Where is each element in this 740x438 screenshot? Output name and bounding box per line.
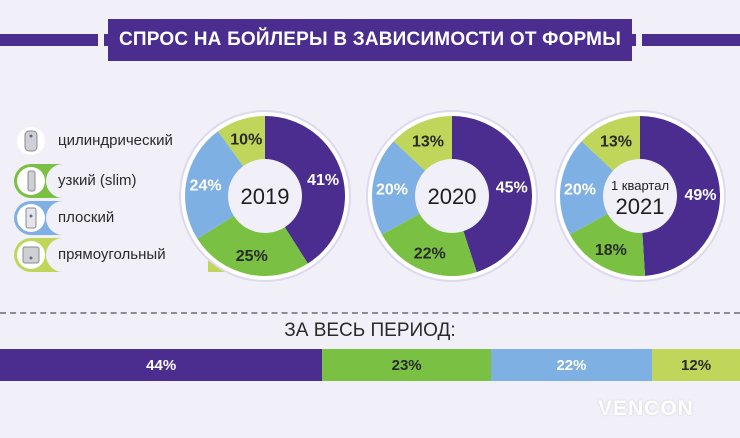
donut-hole-2021q1 (603, 159, 677, 233)
center-label-2021q1-0: 1 квартал (611, 178, 669, 193)
bar-segment-3: 12% (652, 349, 740, 381)
center-label-2019-0: 2019 (241, 184, 290, 209)
center-label-2021q1-1: 2021 (616, 194, 665, 219)
slice-2019-2 (185, 131, 265, 239)
slice-label-2019-1: 25% (236, 248, 268, 265)
slice-label-2021q1-3: 13% (600, 133, 632, 150)
center-label-2020-0: 2020 (428, 184, 477, 209)
slice-label-2021q1-2: 20% (564, 181, 596, 198)
legend-item-rectangular: прямоугольный (14, 238, 224, 272)
rectangular-boiler-icon (17, 241, 45, 269)
page-title: СПРОС НА БОЙЛЕРЫ В ЗАВИСИМОСТИ ОТ ФОРМЫ (98, 19, 642, 61)
slice-label-2020-0: 45% (496, 180, 528, 197)
cylindrical-boiler-icon (17, 127, 45, 155)
slice-label-2021q1-1: 18% (595, 242, 627, 259)
slim-boiler-icon (17, 167, 45, 195)
slice-2020-0 (452, 116, 532, 273)
bar-segment-2: 22% (490, 349, 653, 381)
slice-2020-2 (372, 141, 452, 235)
summary-stacked-bar: 44% 23% 22% 12% (0, 349, 740, 381)
bar-segment-0: 44% (0, 349, 323, 381)
period-title: ЗА ВЕСЬ ПЕРИОД: (284, 320, 456, 341)
flat-boiler-icon (17, 204, 45, 232)
legend-label-rectangular: прямоугольный (46, 238, 208, 272)
slice-2021q1-2 (560, 141, 640, 235)
donut-hole-2020 (415, 159, 489, 233)
slice-label-2021q1-0: 49% (684, 187, 716, 204)
bar-segment-1: 23% (322, 349, 491, 381)
donut-charts: 41% 25% 24% 10% 2019 45% 22% 20% 13% 2020 49% 18% 20… (179, 110, 726, 282)
donut-hole-2019 (228, 159, 302, 233)
slice-label-2020-1: 22% (414, 245, 446, 262)
divider (0, 312, 740, 314)
slice-label-2019-2: 24% (190, 178, 222, 195)
legend-label-cylindrical: цилиндрический (46, 124, 208, 158)
slice-label-2019-0: 41% (307, 172, 339, 189)
vencon-logo: VENCON (598, 397, 694, 420)
slice-label-2019-3: 10% (230, 131, 262, 148)
legend-item-cylindrical: цилиндрический (14, 124, 224, 158)
slice-label-2020-2: 20% (376, 181, 408, 198)
slice-2021q1-0 (640, 116, 720, 276)
slice-2019-1 (197, 196, 308, 276)
slice-label-2020-3: 13% (412, 133, 444, 150)
